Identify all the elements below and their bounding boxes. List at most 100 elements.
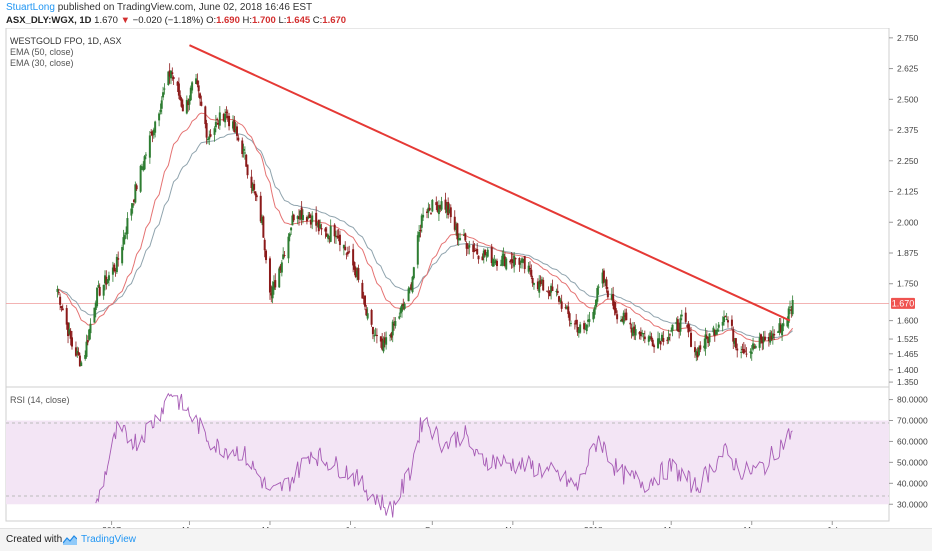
candle-body[interactable] bbox=[168, 70, 171, 77]
candle-body[interactable] bbox=[105, 276, 108, 285]
candle-body[interactable] bbox=[639, 331, 642, 337]
candle-body[interactable] bbox=[614, 308, 617, 314]
candle-body[interactable] bbox=[521, 258, 524, 263]
candle-body[interactable] bbox=[676, 319, 679, 331]
candle-body[interactable] bbox=[125, 232, 128, 235]
candle-body[interactable] bbox=[342, 244, 345, 249]
candle-body[interactable] bbox=[348, 251, 351, 253]
candle-body[interactable] bbox=[679, 318, 682, 332]
candle-body[interactable] bbox=[78, 355, 81, 367]
candle-body[interactable] bbox=[346, 251, 349, 255]
candle-body[interactable] bbox=[705, 336, 708, 339]
candle-body[interactable] bbox=[131, 203, 134, 208]
candle-body[interactable] bbox=[476, 249, 479, 255]
candle-body[interactable] bbox=[317, 219, 320, 232]
candle-body[interactable] bbox=[501, 255, 504, 266]
candle-body[interactable] bbox=[671, 324, 674, 332]
candle-body[interactable] bbox=[596, 288, 599, 302]
candle-body[interactable] bbox=[111, 267, 114, 275]
candle-body[interactable] bbox=[299, 210, 302, 220]
candle-body[interactable] bbox=[474, 249, 477, 251]
candle-body[interactable] bbox=[216, 118, 219, 120]
candle-body[interactable] bbox=[455, 226, 458, 231]
candle-body[interactable] bbox=[245, 154, 248, 167]
candle-body[interactable] bbox=[67, 322, 70, 337]
candle-body[interactable] bbox=[485, 254, 488, 256]
tradingview-brand[interactable]: TradingView bbox=[81, 534, 137, 545]
candle-body[interactable] bbox=[65, 308, 68, 325]
candle-body[interactable] bbox=[440, 201, 443, 210]
candle-body[interactable] bbox=[270, 292, 273, 296]
candle-body[interactable] bbox=[725, 319, 728, 321]
candle-body[interactable] bbox=[577, 329, 580, 334]
candle-body[interactable] bbox=[575, 319, 578, 325]
candle-body[interactable] bbox=[272, 281, 275, 290]
candle-body[interactable] bbox=[226, 115, 229, 119]
candle-body[interactable] bbox=[503, 256, 506, 267]
candle-body[interactable] bbox=[169, 70, 172, 79]
candle-body[interactable] bbox=[265, 250, 268, 261]
candle-body[interactable] bbox=[486, 249, 489, 257]
candle-body[interactable] bbox=[696, 352, 699, 358]
candle-body[interactable] bbox=[217, 122, 220, 125]
candle-body[interactable] bbox=[610, 294, 613, 300]
candles[interactable] bbox=[56, 63, 794, 367]
candle-body[interactable] bbox=[499, 264, 502, 266]
candle-body[interactable] bbox=[259, 195, 262, 222]
candle-body[interactable] bbox=[660, 334, 663, 341]
candle-body[interactable] bbox=[80, 362, 83, 367]
candle-body[interactable] bbox=[271, 286, 274, 299]
candle-body[interactable] bbox=[288, 233, 291, 237]
candle-body[interactable] bbox=[697, 347, 700, 356]
candle-body[interactable] bbox=[638, 332, 641, 335]
candle-body[interactable] bbox=[151, 131, 154, 136]
candle-body[interactable] bbox=[560, 301, 563, 309]
candle-body[interactable] bbox=[255, 195, 258, 198]
candle-body[interactable] bbox=[121, 247, 124, 264]
candle-body[interactable] bbox=[604, 279, 607, 283]
candle-body[interactable] bbox=[176, 81, 179, 86]
candle-body[interactable] bbox=[453, 216, 456, 230]
candle-body[interactable] bbox=[135, 185, 138, 190]
candle-body[interactable] bbox=[712, 327, 715, 333]
candle-body[interactable] bbox=[279, 265, 282, 271]
candle-body[interactable] bbox=[199, 93, 202, 99]
candle-body[interactable] bbox=[634, 329, 637, 336]
candle-body[interactable] bbox=[551, 286, 554, 291]
candle-body[interactable] bbox=[374, 334, 377, 336]
candle-body[interactable] bbox=[642, 333, 645, 335]
candle-body[interactable] bbox=[402, 303, 405, 306]
candle-body[interactable] bbox=[254, 191, 257, 196]
candle-body[interactable] bbox=[630, 327, 633, 333]
candle-body[interactable] bbox=[782, 323, 785, 327]
candle-body[interactable] bbox=[777, 331, 780, 333]
candle-body[interactable] bbox=[403, 303, 406, 310]
candle-body[interactable] bbox=[394, 321, 397, 326]
candle-body[interactable] bbox=[699, 345, 702, 350]
candle-body[interactable] bbox=[224, 113, 227, 123]
candle-body[interactable] bbox=[583, 323, 586, 330]
candle-body[interactable] bbox=[85, 341, 88, 357]
candle-body[interactable] bbox=[291, 215, 294, 226]
candle-body[interactable] bbox=[150, 132, 153, 134]
candle-body[interactable] bbox=[492, 259, 495, 267]
candle-body[interactable] bbox=[745, 353, 748, 355]
candle-body[interactable] bbox=[688, 330, 691, 332]
candle-body[interactable] bbox=[559, 299, 562, 302]
candle-body[interactable] bbox=[437, 206, 440, 215]
candle-body[interactable] bbox=[724, 316, 727, 318]
candle-body[interactable] bbox=[576, 327, 579, 333]
candle-body[interactable] bbox=[84, 355, 87, 359]
candle-body[interactable] bbox=[188, 99, 191, 105]
candle-body[interactable] bbox=[420, 215, 423, 228]
candle-body[interactable] bbox=[133, 199, 136, 203]
candle-body[interactable] bbox=[356, 270, 359, 277]
candle-body[interactable] bbox=[399, 308, 402, 314]
candle-body[interactable] bbox=[328, 238, 331, 240]
candle-body[interactable] bbox=[713, 329, 716, 336]
candle-body[interactable] bbox=[431, 199, 434, 212]
candle-body[interactable] bbox=[371, 326, 374, 335]
candle-body[interactable] bbox=[459, 238, 462, 241]
candle-body[interactable] bbox=[389, 334, 392, 336]
candle-body[interactable] bbox=[741, 349, 744, 351]
